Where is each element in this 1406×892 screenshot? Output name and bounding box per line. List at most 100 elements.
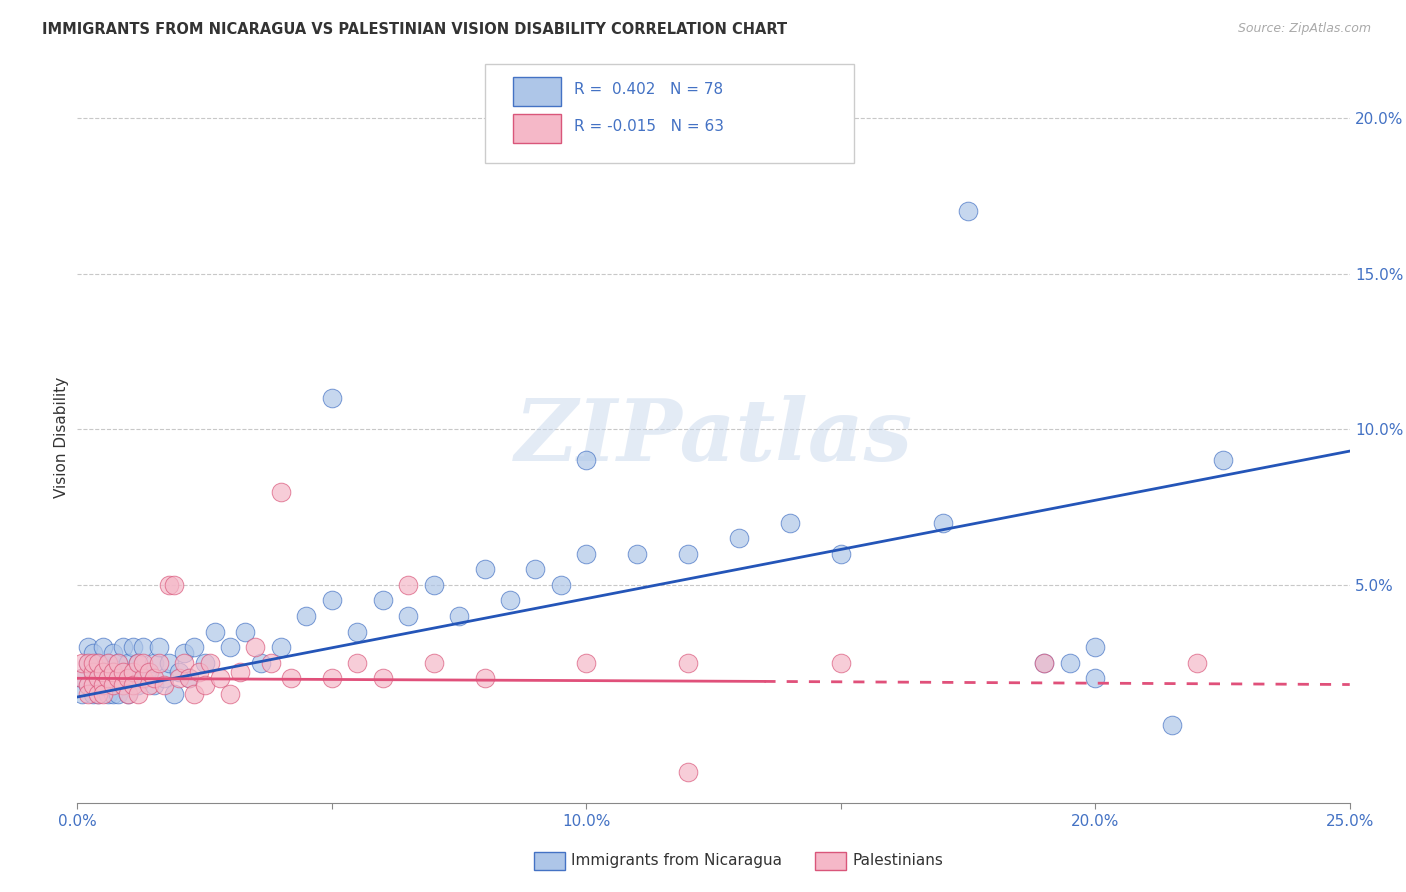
Point	[86, 671, 108, 685]
Point	[957, 204, 980, 219]
Point	[107, 671, 129, 685]
Point	[219, 687, 242, 701]
Point	[321, 671, 343, 685]
Point	[575, 547, 598, 561]
Point	[148, 640, 170, 655]
Point	[138, 677, 160, 691]
Point	[72, 671, 94, 685]
Point	[830, 656, 852, 670]
Point	[76, 687, 98, 701]
Point	[676, 764, 699, 779]
Point	[86, 687, 108, 701]
Point	[112, 677, 135, 691]
Y-axis label: Vision Disability: Vision Disability	[53, 376, 69, 498]
Point	[280, 671, 302, 685]
Point	[97, 671, 120, 685]
Point	[422, 578, 444, 592]
Point	[249, 656, 271, 670]
Point	[76, 640, 98, 655]
Point	[550, 578, 572, 592]
Point	[575, 656, 598, 670]
Point	[91, 665, 114, 679]
Point	[270, 640, 292, 655]
Point	[188, 665, 211, 679]
Point	[371, 671, 394, 685]
Text: ZIPatlas: ZIPatlas	[515, 395, 912, 479]
Point	[233, 624, 256, 639]
Point	[91, 640, 114, 655]
Point	[260, 656, 283, 670]
Point	[82, 665, 104, 679]
Point	[91, 677, 114, 691]
Point	[107, 656, 129, 670]
Point	[86, 687, 108, 701]
Point	[76, 677, 98, 691]
Point	[132, 671, 155, 685]
Point	[91, 665, 114, 679]
Point	[117, 687, 139, 701]
Point	[198, 656, 221, 670]
Point	[132, 640, 155, 655]
Point	[101, 665, 124, 679]
Point	[167, 671, 190, 685]
Point	[112, 677, 135, 691]
Point	[148, 656, 170, 670]
Point	[499, 593, 522, 607]
Point	[1033, 656, 1056, 670]
Text: R = -0.015   N = 63: R = -0.015 N = 63	[574, 119, 724, 134]
Point	[931, 516, 953, 530]
Point	[173, 656, 195, 670]
Point	[86, 671, 108, 685]
FancyBboxPatch shape	[513, 114, 561, 143]
Point	[86, 656, 108, 670]
Text: Palestinians: Palestinians	[852, 854, 943, 868]
Point	[101, 647, 124, 661]
Point	[779, 516, 801, 530]
Point	[82, 665, 104, 679]
Point	[1160, 718, 1182, 732]
Point	[76, 656, 98, 670]
Point	[127, 656, 149, 670]
Point	[76, 677, 98, 691]
Point	[396, 609, 419, 624]
Point	[321, 593, 343, 607]
Text: R =  0.402   N = 78: R = 0.402 N = 78	[574, 82, 723, 97]
Point	[371, 593, 394, 607]
Point	[229, 665, 252, 679]
FancyBboxPatch shape	[513, 78, 561, 106]
Point	[97, 656, 120, 670]
Point	[270, 484, 292, 499]
Point	[1084, 671, 1107, 685]
Point	[101, 665, 124, 679]
Point	[76, 656, 98, 670]
Point	[157, 578, 180, 592]
Point	[127, 677, 149, 691]
Point	[122, 677, 145, 691]
Point	[157, 656, 180, 670]
Point	[1033, 656, 1056, 670]
Point	[127, 656, 149, 670]
Point	[474, 671, 496, 685]
Point	[163, 687, 186, 701]
Point	[122, 665, 145, 679]
Point	[830, 547, 852, 561]
Point	[422, 656, 444, 670]
Point	[127, 687, 149, 701]
Point	[82, 687, 104, 701]
Point	[346, 656, 368, 670]
Point	[117, 665, 139, 679]
Point	[153, 671, 176, 685]
Point	[396, 578, 419, 592]
Point	[117, 687, 139, 701]
Point	[107, 671, 129, 685]
Text: Immigrants from Nicaragua: Immigrants from Nicaragua	[571, 854, 782, 868]
FancyBboxPatch shape	[485, 64, 853, 162]
Point	[72, 687, 94, 701]
Point	[575, 453, 598, 467]
Point	[142, 671, 165, 685]
Point	[112, 640, 135, 655]
Point	[208, 671, 231, 685]
Point	[112, 665, 135, 679]
Point	[346, 624, 368, 639]
Point	[321, 391, 343, 405]
